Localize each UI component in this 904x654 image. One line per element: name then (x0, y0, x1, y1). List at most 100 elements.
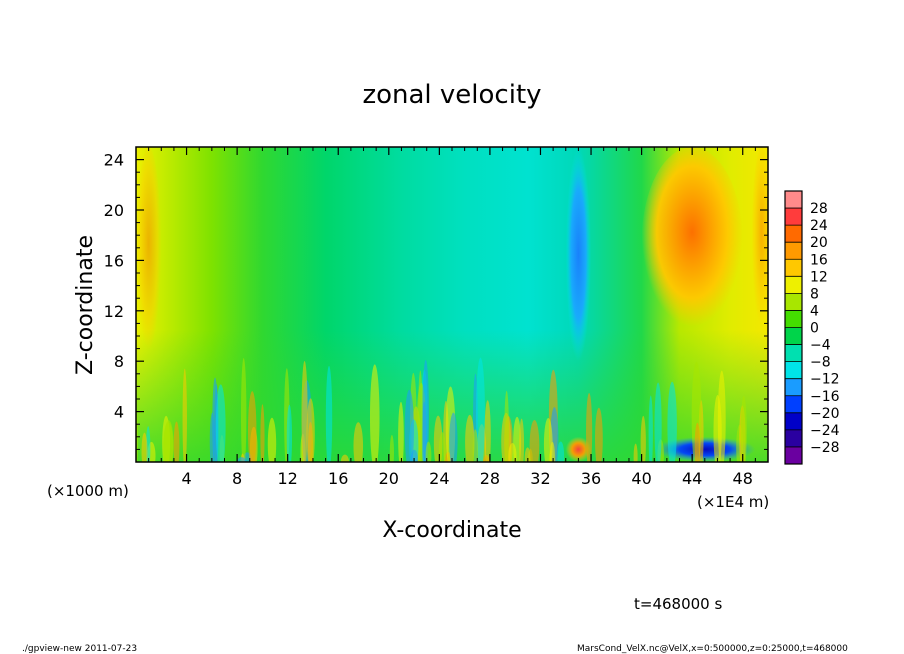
field-streak (425, 441, 432, 462)
colorbar-segment (785, 242, 802, 260)
x-tick-label: 12 (278, 469, 298, 488)
field-feature-near-surface-warm-spike (565, 436, 592, 462)
chart-title: zonal velocity (362, 80, 541, 110)
y-tick-label: 20 (104, 201, 124, 220)
field-feature-east-warm-band (751, 147, 768, 336)
field-streak (286, 404, 293, 462)
colorbar-segment (785, 191, 802, 209)
x-axis-label: X-coordinate (382, 518, 521, 543)
field-streak (648, 395, 653, 462)
field-streak (472, 429, 478, 462)
x-axis-ticks: 4 8 12 16 20 24 28 32 36 40 44 48 (148, 147, 756, 488)
field-streak (524, 447, 531, 462)
footer-left: ./gpview-new 2011-07-23 (22, 644, 137, 654)
field-streak (389, 434, 394, 462)
colorbar-label: 8 (810, 286, 819, 302)
y-axis-label: Z-coordinate (73, 235, 98, 375)
colorbar-label: 20 (810, 235, 828, 251)
colorbar-label: −24 (810, 423, 840, 439)
field-streak (549, 441, 555, 462)
field-streak (484, 400, 491, 462)
field-streak (740, 396, 747, 462)
field-streak (398, 401, 404, 462)
field-streak (340, 454, 350, 462)
colorbar-label: −4 (810, 338, 831, 354)
field-streak (667, 381, 677, 462)
colorbar-segment (785, 412, 802, 431)
colorbar-label: −20 (810, 406, 840, 422)
heatmap-field (136, 147, 768, 462)
field-streak (476, 357, 485, 462)
colorbar-label: −8 (810, 355, 831, 371)
x-tick-label: 44 (682, 469, 702, 488)
field-feature-warm-jet (641, 147, 743, 336)
field-streak (306, 398, 315, 462)
footer-right: MarsCond_VelX.nc@VelX,x=0:500000,z=0:250… (577, 644, 848, 654)
field-streak (369, 364, 380, 462)
colorbar-label: −16 (810, 389, 840, 405)
colorbar-label: 16 (810, 252, 828, 268)
field-feature-cold-column (565, 147, 592, 362)
field-streak (640, 415, 646, 462)
colorbar-segment (785, 327, 802, 346)
field-streak (508, 442, 517, 462)
time-label: t=468000 s (634, 595, 722, 613)
field-streak (595, 407, 603, 462)
field-feature-near-surface-cold-pool (654, 436, 756, 462)
x-tick-label: 24 (429, 469, 449, 488)
field-streak (182, 368, 187, 462)
y-axis-ticks: 4 8 12 16 20 24 (104, 151, 768, 450)
x-unit-right: (×1E4 m) (697, 493, 769, 511)
field-streak (325, 365, 333, 462)
field-streak (694, 422, 701, 462)
colorbar-segment (785, 361, 802, 380)
field-streak (713, 394, 722, 462)
colorbar-segment (785, 429, 802, 448)
field-streak (404, 389, 414, 462)
x-tick-label: 16 (328, 469, 348, 488)
field-streak (418, 370, 423, 462)
field-streak (465, 414, 475, 462)
colorbar-label: 24 (810, 218, 828, 234)
colorbar-segment (785, 293, 802, 311)
field-streak (215, 384, 226, 462)
colorbar-segment (785, 225, 802, 243)
colorbar-label: −12 (810, 372, 840, 388)
field-feature-west-warm-band (136, 147, 162, 362)
x-tick-label: 48 (733, 469, 753, 488)
y-tick-label: 12 (104, 302, 124, 321)
field-streak (141, 432, 148, 462)
field-streak (529, 420, 540, 462)
field-streak (519, 418, 525, 462)
field-streak (654, 382, 662, 462)
colorbar-segment (785, 276, 802, 294)
field-streak (240, 358, 247, 462)
colorbar-segment (785, 395, 802, 414)
colorbar-segment (785, 446, 802, 465)
field-streak (267, 417, 277, 462)
field-streak (236, 457, 247, 462)
colorbar-label: 4 (810, 303, 819, 319)
field-streak (248, 391, 257, 462)
colorbar-label: −28 (810, 440, 840, 456)
colorbar-segment (785, 208, 802, 226)
field-streak (438, 432, 446, 462)
field-streak (557, 441, 565, 462)
y-tick-label: 24 (104, 151, 124, 170)
x-tick-label: 8 (232, 469, 242, 488)
y-tick-label: 16 (104, 251, 124, 270)
x-tick-label: 32 (530, 469, 550, 488)
field-streak (260, 404, 265, 462)
x-tick-label: 40 (631, 469, 651, 488)
y-tick-label: 8 (114, 352, 124, 371)
x-tick-label: 28 (480, 469, 500, 488)
field-streak (586, 392, 593, 462)
field-streak (163, 421, 174, 462)
field-streak (633, 443, 638, 462)
colorbar-label: 28 (810, 201, 828, 217)
x-tick-label: 36 (581, 469, 601, 488)
x-tick-label: 20 (379, 469, 399, 488)
field-streak (173, 421, 180, 462)
